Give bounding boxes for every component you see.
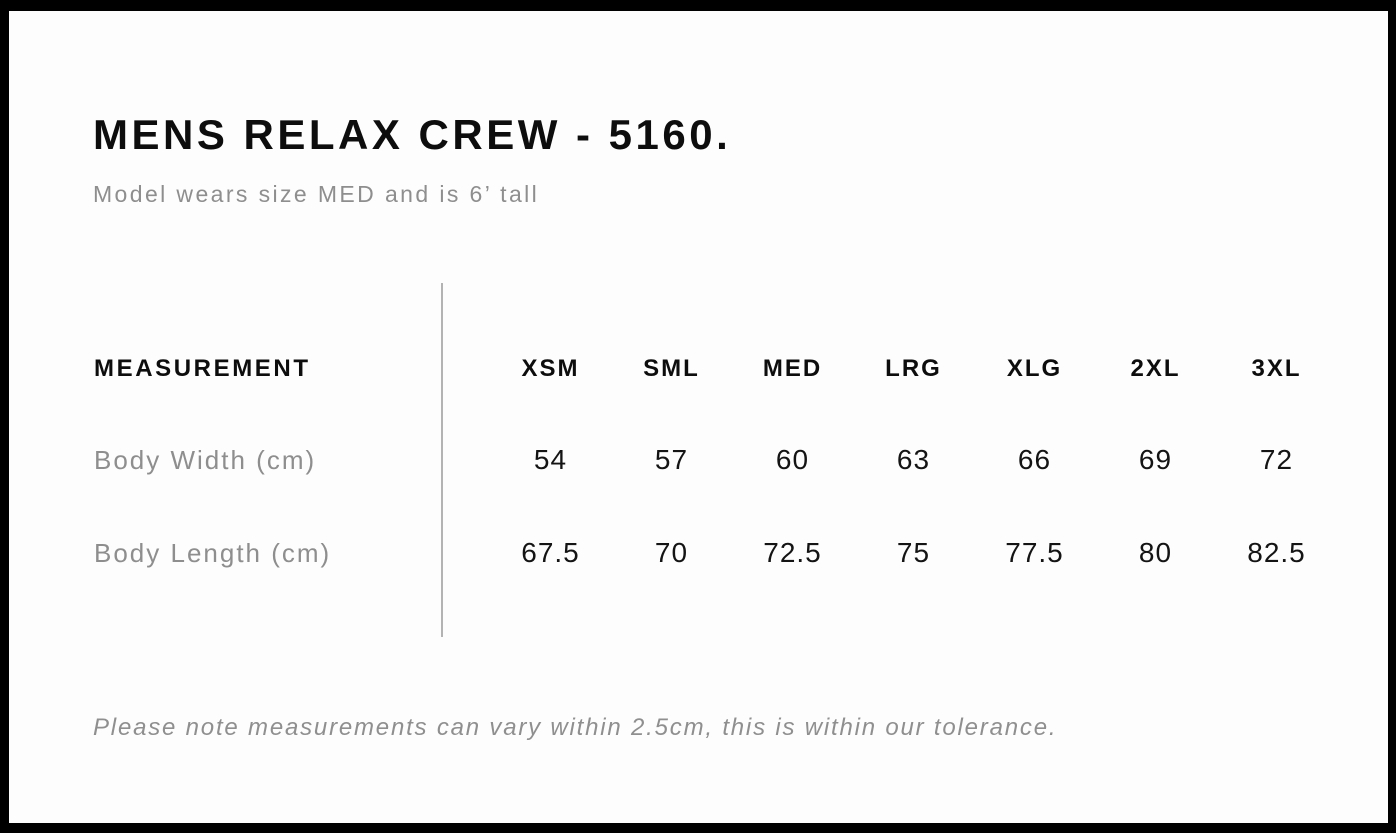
vertical-divider [441, 283, 443, 637]
tolerance-note: Please note measurements can vary within… [93, 714, 1058, 741]
body-width-value-2xl: 69 [1138, 444, 1173, 475]
body-length-value-2xl: 80 [1138, 537, 1173, 568]
size-header-2xl: 2XL [1130, 355, 1181, 382]
size-header-xsm: XSM [521, 355, 580, 382]
body-length-value-sml: 70 [654, 537, 689, 568]
body-width-value-med: 60 [775, 444, 810, 475]
body-width-value-lrg: 63 [896, 444, 931, 475]
body-length-value-xlg: 77.5 [1005, 537, 1064, 568]
body-width-value-xlg: 66 [1017, 444, 1052, 475]
measurement-column-header: MEASUREMENT [94, 355, 311, 382]
body-width-row: Body Width (cm) 54 57 60 63 66 69 72 [94, 444, 1337, 476]
size-chart-header-row: MEASUREMENT XSM SML MED LRG XLG 2XL 3XL [94, 355, 1337, 383]
size-chart-table: MEASUREMENT XSM SML MED LRG XLG 2XL 3XL … [94, 283, 1337, 637]
body-length-value-lrg: 75 [896, 537, 931, 568]
page-title: MENS RELAX CREW - 5160. [93, 111, 732, 158]
size-header-med: MED [762, 355, 823, 382]
body-length-row: Body Length (cm) 67.5 70 72.5 75 77.5 80… [94, 537, 1337, 569]
body-length-value-xsm: 67.5 [521, 537, 580, 568]
size-header-lrg: LRG [885, 355, 942, 382]
body-length-value-med: 72.5 [763, 537, 822, 568]
size-header-3xl: 3XL [1251, 355, 1302, 382]
row-label-body-length: Body Length (cm) [94, 537, 332, 568]
body-width-value-xsm: 54 [533, 444, 568, 475]
size-header-sml: SML [643, 355, 700, 382]
row-label-body-width: Body Width (cm) [94, 444, 317, 475]
size-header-xlg: XLG [1006, 355, 1063, 382]
model-size-info: Model wears size MED and is 6’ tall [93, 181, 540, 207]
body-length-value-3xl: 82.5 [1247, 537, 1306, 568]
body-width-value-sml: 57 [654, 444, 689, 475]
body-width-value-3xl: 72 [1259, 444, 1294, 475]
